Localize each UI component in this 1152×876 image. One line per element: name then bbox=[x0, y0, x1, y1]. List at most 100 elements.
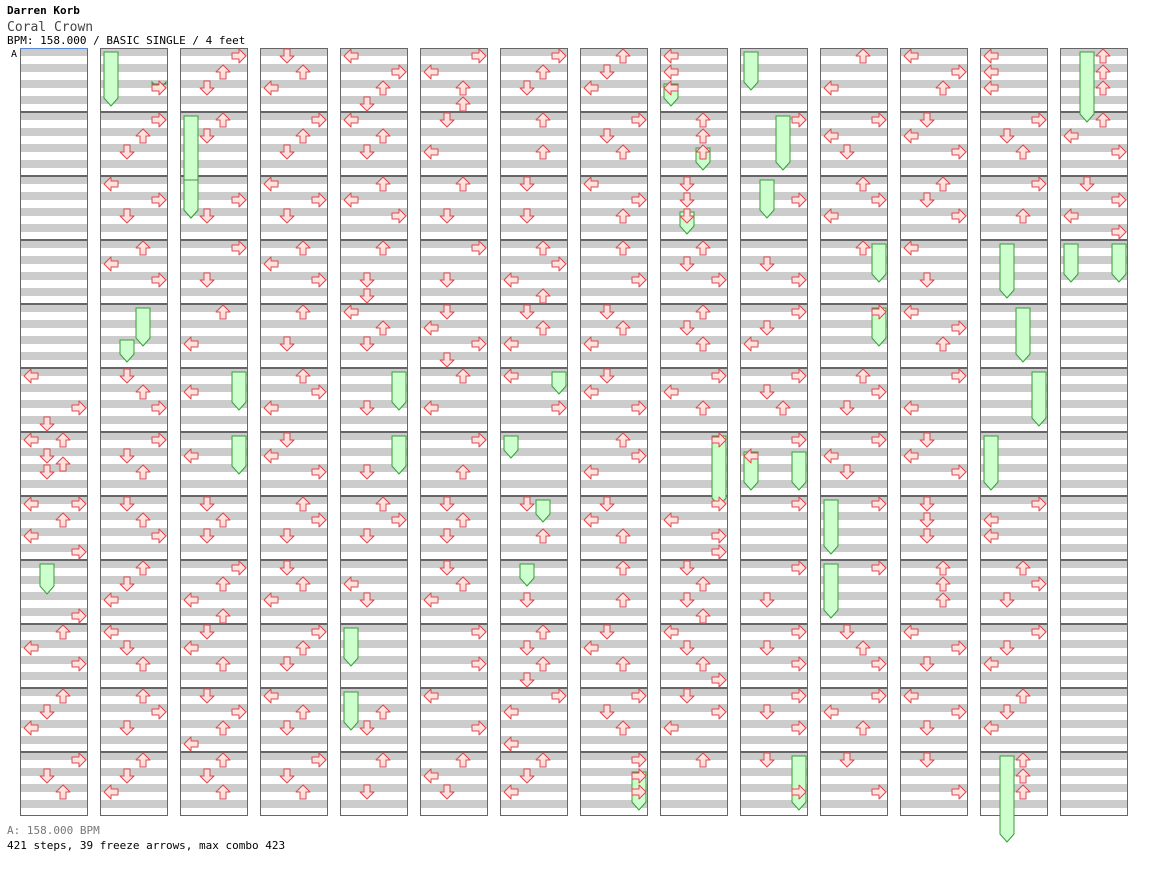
beat-stripe bbox=[900, 672, 968, 680]
left-arrow bbox=[263, 256, 279, 272]
beat-stripe bbox=[740, 48, 808, 56]
beat-stripe bbox=[180, 544, 248, 552]
up-arrow bbox=[615, 320, 631, 336]
beat-stripe bbox=[580, 784, 648, 792]
beat-stripe bbox=[20, 784, 88, 792]
beat-stripe bbox=[420, 416, 488, 424]
down-arrow bbox=[119, 368, 135, 384]
measure-box bbox=[580, 176, 648, 240]
beat-stripe bbox=[660, 288, 728, 296]
down-arrow bbox=[679, 320, 695, 336]
up-arrow bbox=[55, 512, 71, 528]
right-arrow bbox=[71, 752, 87, 768]
beat-stripe bbox=[900, 128, 968, 136]
beat-stripe bbox=[180, 656, 248, 664]
left-arrow bbox=[343, 192, 359, 208]
down-arrow bbox=[119, 448, 135, 464]
freeze-arrow bbox=[39, 563, 55, 595]
beat-stripe bbox=[340, 160, 408, 168]
right-arrow bbox=[391, 64, 407, 80]
right-arrow bbox=[631, 784, 647, 800]
beat-stripe bbox=[500, 288, 568, 296]
beat-stripe bbox=[500, 416, 568, 424]
left-arrow bbox=[103, 784, 119, 800]
beat-stripe bbox=[180, 416, 248, 424]
freeze-arrow bbox=[983, 435, 999, 491]
left-arrow bbox=[903, 688, 919, 704]
beat-stripe bbox=[420, 464, 488, 472]
beat-stripe bbox=[740, 512, 808, 520]
measure-box bbox=[740, 688, 808, 752]
beat-stripe bbox=[260, 768, 328, 776]
beat-stripe bbox=[260, 672, 328, 680]
beat-stripe bbox=[820, 320, 888, 328]
down-arrow bbox=[519, 304, 535, 320]
beat-stripe bbox=[660, 64, 728, 72]
left-arrow bbox=[263, 688, 279, 704]
beat-stripe bbox=[100, 96, 168, 104]
beat-stripe bbox=[500, 144, 568, 152]
beat-stripe bbox=[420, 80, 488, 88]
beat-stripe bbox=[980, 592, 1048, 600]
freeze-arrow bbox=[119, 339, 135, 363]
measure-box bbox=[260, 624, 328, 688]
up-arrow bbox=[215, 112, 231, 128]
beat-stripe bbox=[900, 256, 968, 264]
beat-stripe bbox=[20, 336, 88, 344]
up-arrow bbox=[615, 48, 631, 64]
beat-stripe bbox=[740, 544, 808, 552]
beat-stripe bbox=[340, 96, 408, 104]
beat-stripe bbox=[180, 768, 248, 776]
down-arrow bbox=[199, 496, 215, 512]
up-arrow bbox=[295, 704, 311, 720]
beat-stripe bbox=[820, 352, 888, 360]
measure-box bbox=[100, 112, 168, 176]
measure-box bbox=[340, 752, 408, 816]
beat-stripe bbox=[20, 240, 88, 248]
beat-stripe bbox=[180, 336, 248, 344]
beat-stripe bbox=[660, 96, 728, 104]
freeze-arrow bbox=[823, 563, 839, 619]
up-arrow bbox=[615, 144, 631, 160]
measure-box bbox=[1060, 496, 1128, 560]
down-arrow bbox=[199, 272, 215, 288]
up-arrow bbox=[55, 432, 71, 448]
beat-stripe bbox=[340, 368, 408, 376]
beat-stripe bbox=[500, 672, 568, 680]
down-arrow bbox=[839, 144, 855, 160]
beat-stripe bbox=[260, 192, 328, 200]
beat-stripe bbox=[1060, 240, 1128, 248]
down-arrow bbox=[759, 704, 775, 720]
beat-stripe bbox=[820, 288, 888, 296]
beat-stripe bbox=[900, 96, 968, 104]
freeze-arrow bbox=[999, 243, 1015, 299]
left-arrow bbox=[423, 144, 439, 160]
down-arrow bbox=[199, 128, 215, 144]
beat-stripe bbox=[340, 448, 408, 456]
right-arrow bbox=[791, 624, 807, 640]
beat-stripe bbox=[340, 544, 408, 552]
left-arrow bbox=[23, 432, 39, 448]
beat-stripe bbox=[180, 512, 248, 520]
beat-stripe bbox=[900, 624, 968, 632]
down-arrow bbox=[919, 432, 935, 448]
measure-box bbox=[340, 496, 408, 560]
beat-stripe bbox=[820, 224, 888, 232]
beat-stripe bbox=[180, 752, 248, 760]
beat-stripe bbox=[420, 560, 488, 568]
right-arrow bbox=[711, 272, 727, 288]
beat-stripe bbox=[260, 480, 328, 488]
beat-stripe bbox=[420, 624, 488, 632]
left-arrow bbox=[503, 336, 519, 352]
beat-stripe bbox=[420, 512, 488, 520]
up-arrow bbox=[375, 240, 391, 256]
beat-stripe bbox=[900, 112, 968, 120]
beat-stripe bbox=[740, 336, 808, 344]
beat-stripe bbox=[100, 144, 168, 152]
beat-stripe bbox=[20, 672, 88, 680]
beat-stripe bbox=[820, 80, 888, 88]
right-arrow bbox=[631, 112, 647, 128]
beat-stripe bbox=[980, 544, 1048, 552]
beat-stripe bbox=[580, 560, 648, 568]
beat-stripe bbox=[820, 400, 888, 408]
